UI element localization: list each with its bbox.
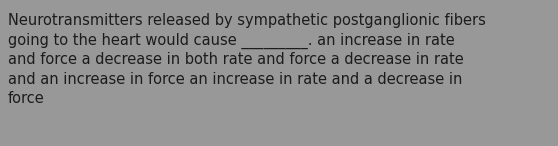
Text: and an increase in force an increase in rate and a decrease in: and an increase in force an increase in … (8, 72, 463, 86)
Text: force: force (8, 91, 45, 106)
Text: and force a decrease in both rate and force a decrease in rate: and force a decrease in both rate and fo… (8, 52, 464, 67)
Text: Neurotransmitters released by sympathetic postganglionic fibers: Neurotransmitters released by sympatheti… (8, 13, 486, 28)
Text: going to the heart would cause _________. an increase in rate: going to the heart would cause _________… (8, 33, 455, 49)
